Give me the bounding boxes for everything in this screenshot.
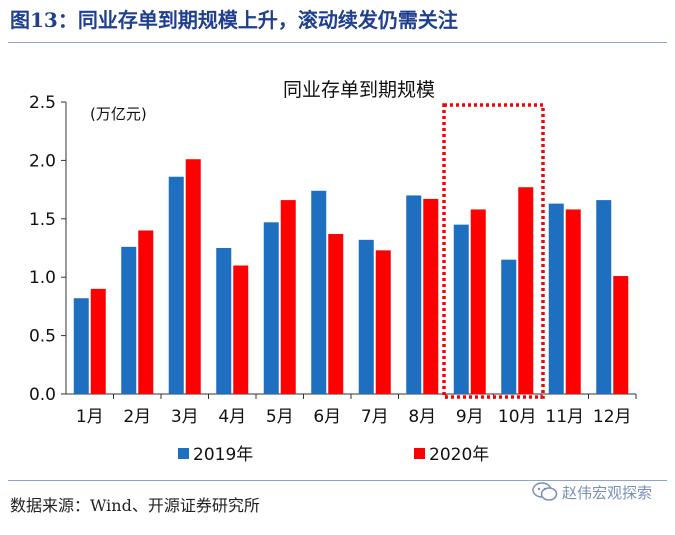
x-tick-label: 4月 (218, 407, 246, 427)
y-tick-label: 2.5 (29, 93, 56, 113)
bar-s1-2 (121, 246, 137, 394)
watermark-text: 赵伟宏观探索 (562, 483, 653, 502)
x-tick-label: 8月 (408, 407, 436, 427)
y-tick-label: 0.0 (29, 385, 56, 405)
bar-s2-6 (328, 233, 344, 394)
bar-s1-3 (168, 176, 184, 394)
legend-swatch-1 (178, 448, 189, 459)
legend-swatch-2 (414, 448, 425, 459)
x-tick-label: 2月 (123, 407, 151, 427)
legend-label-1: 2019年 (193, 445, 253, 465)
highlight-box (442, 103, 545, 399)
bar-s2-11 (565, 209, 581, 394)
bar-s1-7 (358, 239, 374, 394)
bar-s2-12 (613, 276, 629, 394)
bar-s2-1 (90, 288, 106, 394)
y-tick-label: 1.0 (29, 268, 56, 288)
y-tick-label: 2.0 (29, 151, 56, 171)
watermark: 赵伟宏观探索 (532, 476, 652, 508)
x-tick-label: 9月 (456, 407, 484, 427)
x-tick-label: 3月 (171, 407, 199, 427)
y-tick-label: 1.5 (29, 210, 56, 230)
x-tick-label: 6月 (313, 407, 341, 427)
bar-chart: 同业存单到期规模 (万亿元) 0.0 0.5 1.0 1.5 2.0 2.5 1月 2月 3月 4月 5… (29, 79, 637, 465)
wechat-icon (532, 482, 558, 501)
y-tick-label: 0.5 (29, 327, 56, 347)
bar-s1-6 (311, 190, 327, 394)
chart-title: 同业存单到期规模 (283, 79, 435, 101)
legend-label-2: 2020年 (429, 445, 489, 465)
bar-s1-12 (596, 200, 612, 394)
bar-s1-1 (73, 298, 89, 394)
bar-s1-4 (216, 248, 232, 394)
source-divider (8, 480, 667, 481)
bar-s2-4 (233, 265, 249, 394)
bar-s1-5 (263, 222, 279, 394)
bar-s2-5 (280, 200, 296, 394)
x-tick-label: 11月 (545, 407, 584, 427)
bar-s2-2 (138, 230, 154, 394)
bar-s2-7 (375, 250, 391, 394)
x-tick-label: 12月 (593, 407, 632, 427)
bar-s1-9 (453, 224, 469, 394)
title-divider (8, 42, 667, 43)
bar-s2-10 (518, 187, 534, 394)
x-tick-label: 10月 (498, 407, 537, 427)
x-tick-label: 1月 (76, 407, 104, 427)
bar-s1-11 (548, 203, 564, 394)
bar-s2-8 (423, 198, 439, 394)
bar-s1-10 (501, 259, 517, 394)
bar-s1-8 (406, 195, 422, 394)
x-tick-label: 7月 (361, 407, 389, 427)
data-source-note: 数据来源：Wind、开源证券研究所 (10, 496, 260, 515)
x-tick-label: 5月 (266, 407, 294, 427)
figure-title: 图13：同业存单到期规模上升，滚动续发仍需关注 (10, 8, 458, 32)
y-axis-unit-label: (万亿元) (90, 105, 147, 123)
bar-s2-9 (470, 209, 486, 394)
bar-s2-3 (185, 159, 201, 394)
